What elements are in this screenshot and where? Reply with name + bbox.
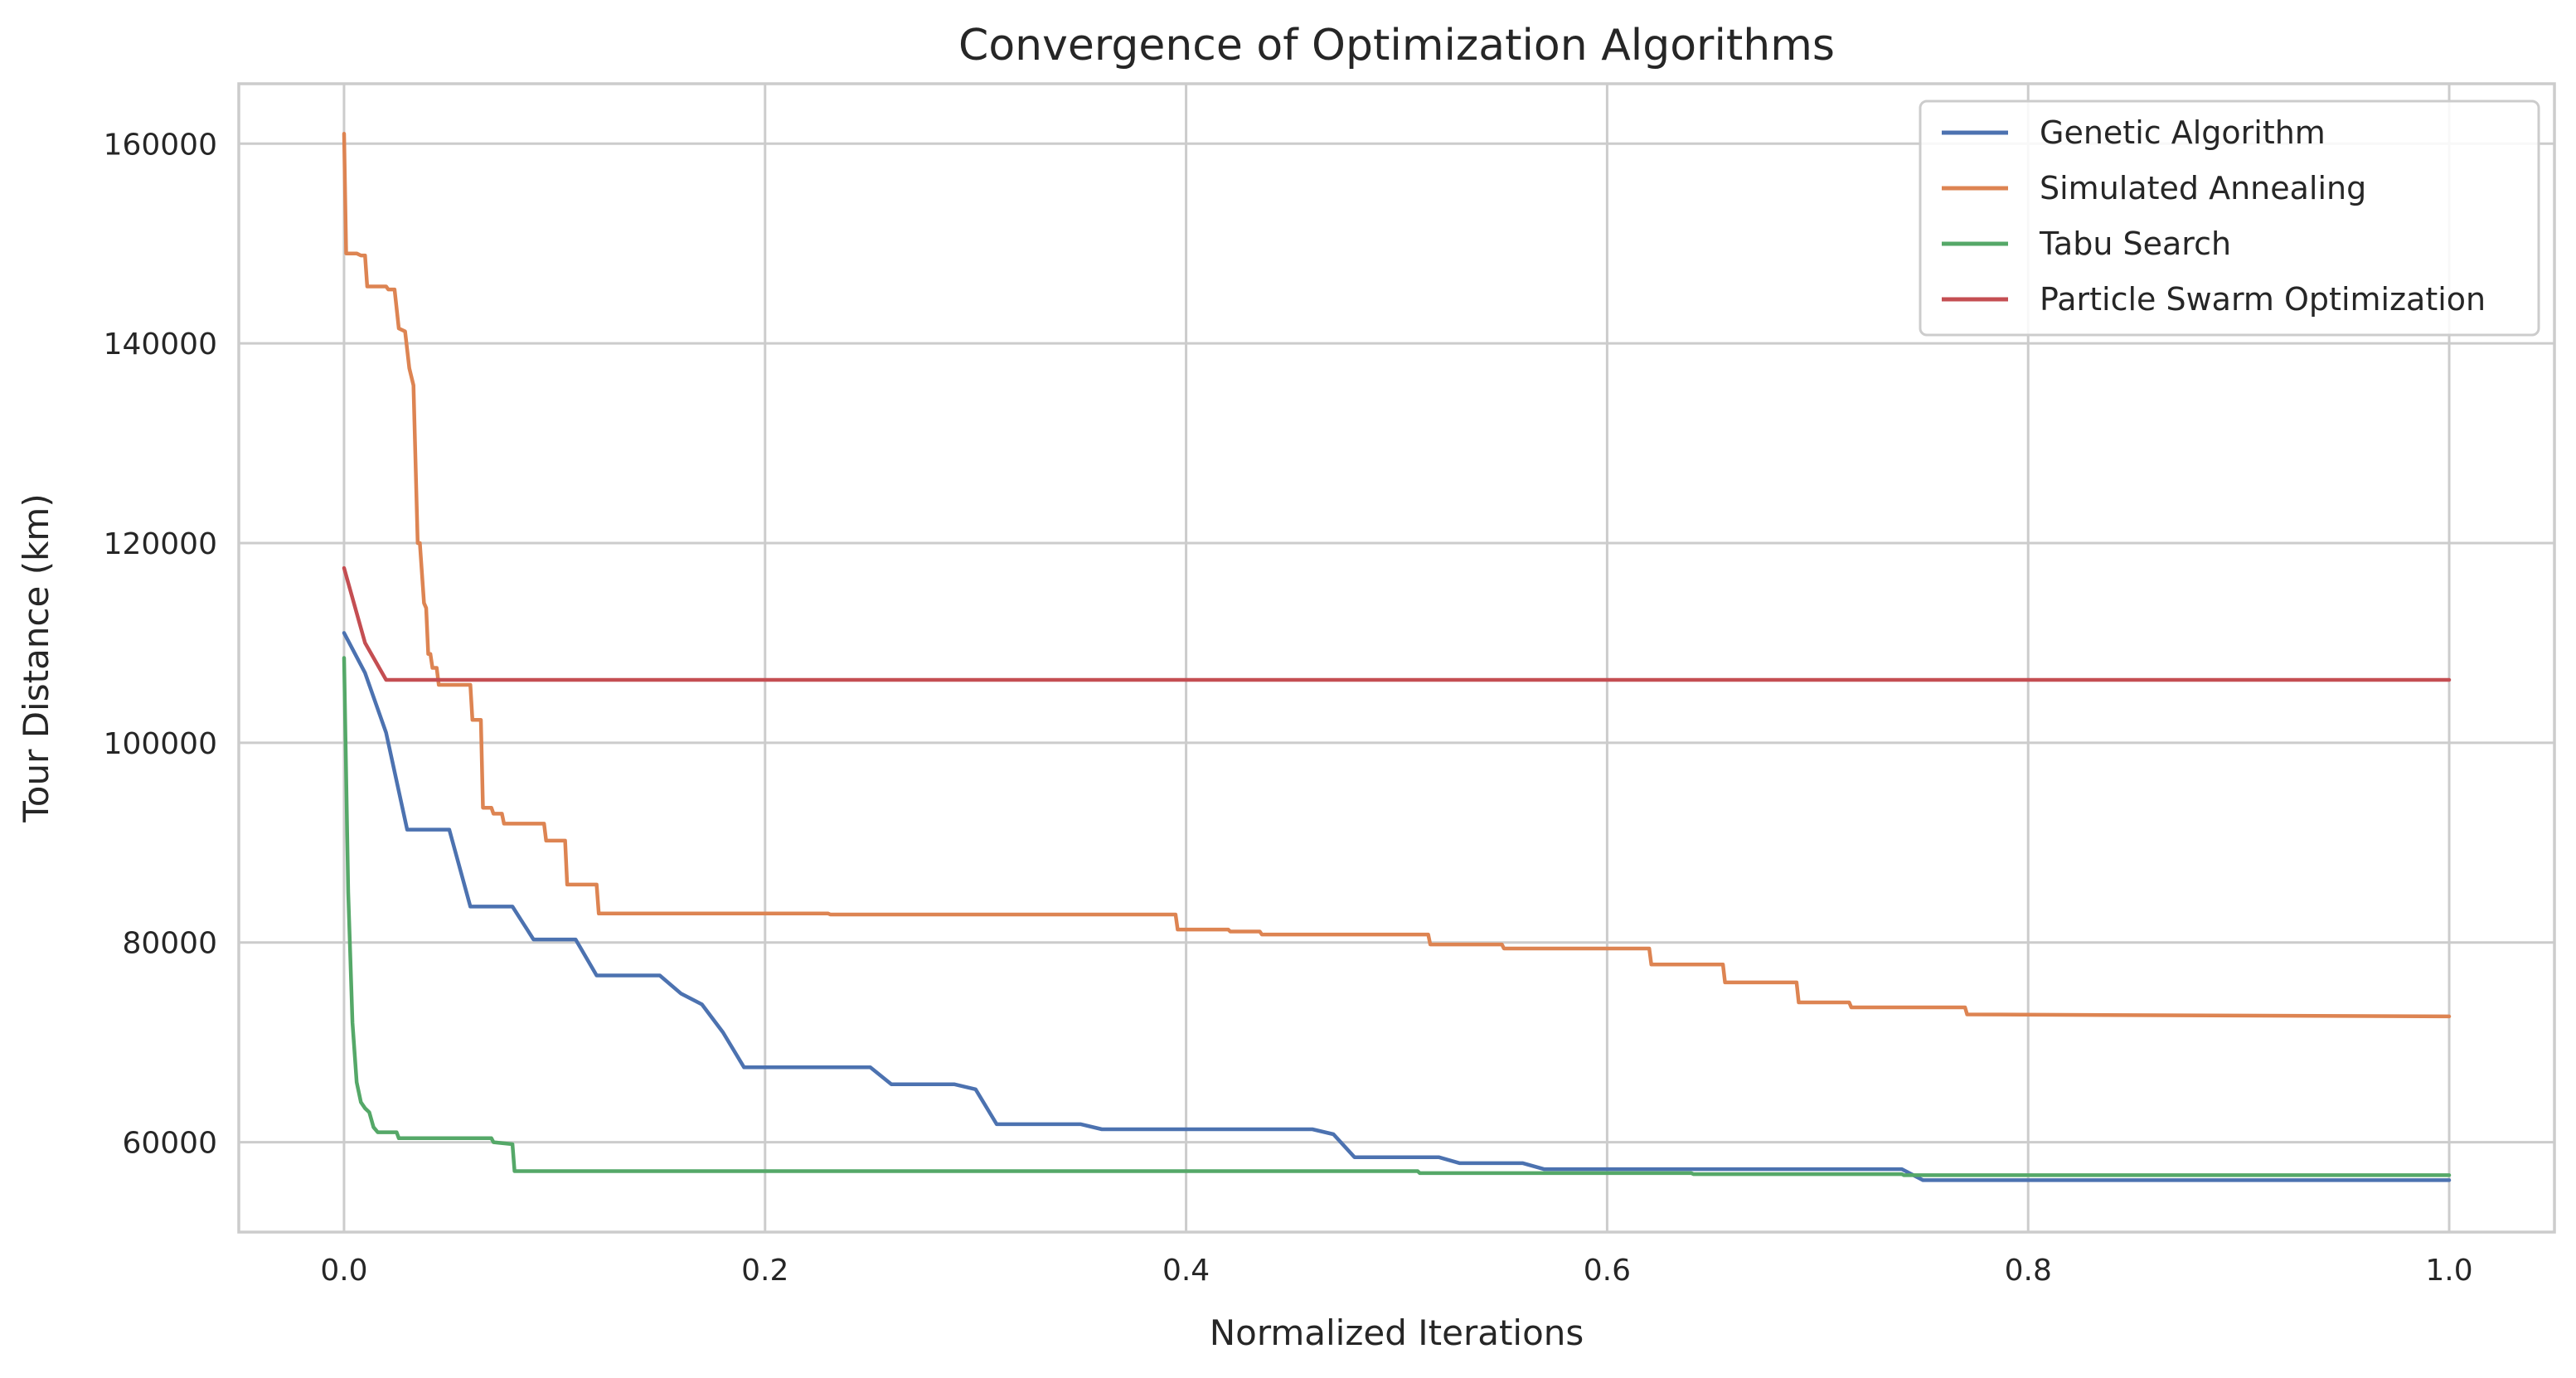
- y-tick-label: 140000: [104, 328, 217, 361]
- x-tick-label: 0.6: [1584, 1254, 1631, 1288]
- x-tick-label: 0.0: [320, 1254, 367, 1288]
- legend: Genetic Algorithm Simulated Annealing Tabu…: [1919, 99, 2540, 337]
- y-tick-label: 80000: [122, 927, 217, 961]
- x-tick-label: 0.4: [1162, 1254, 1210, 1288]
- x-tick-label: 1.0: [2425, 1254, 2472, 1288]
- x-axis-label: Normalized Iterations: [1210, 1312, 1584, 1353]
- legend-box: [1919, 99, 2540, 337]
- x-tick-label: 0.8: [2005, 1254, 2052, 1288]
- y-axis-label: Tour Distance (km): [16, 493, 56, 822]
- y-axis-ticks: 60000 80000 100000 120000 140000 160000: [104, 128, 217, 1160]
- y-tick-label: 120000: [104, 527, 217, 561]
- series-group: [342, 131, 2452, 1182]
- y-tick-label: 160000: [104, 128, 217, 162]
- x-axis-ticks: 0.0 0.2 0.4 0.6 0.8 1.0: [320, 1254, 2472, 1288]
- series-line-genetic-algorithm: [342, 631, 2452, 1182]
- legend-entry: Genetic Algorithm: [2040, 114, 2326, 151]
- series-line-simulated-annealing: [342, 131, 2452, 1019]
- legend-entry: Particle Swarm Optimization: [2040, 281, 2486, 318]
- legend-entry: Simulated Annealing: [2040, 170, 2366, 206]
- y-tick-label: 60000: [122, 1127, 217, 1161]
- series-line-tabu-search: [342, 656, 2452, 1177]
- chart-title: Convergence of Optimization Algorithms: [958, 21, 1835, 70]
- grid: [239, 84, 2554, 1232]
- x-tick-label: 0.2: [741, 1254, 788, 1288]
- legend-entry: Tabu Search: [2039, 226, 2231, 262]
- plot-frame: [237, 82, 2556, 1234]
- y-tick-label: 100000: [104, 727, 217, 761]
- series-line-particle-swarm-optimization: [342, 565, 2452, 682]
